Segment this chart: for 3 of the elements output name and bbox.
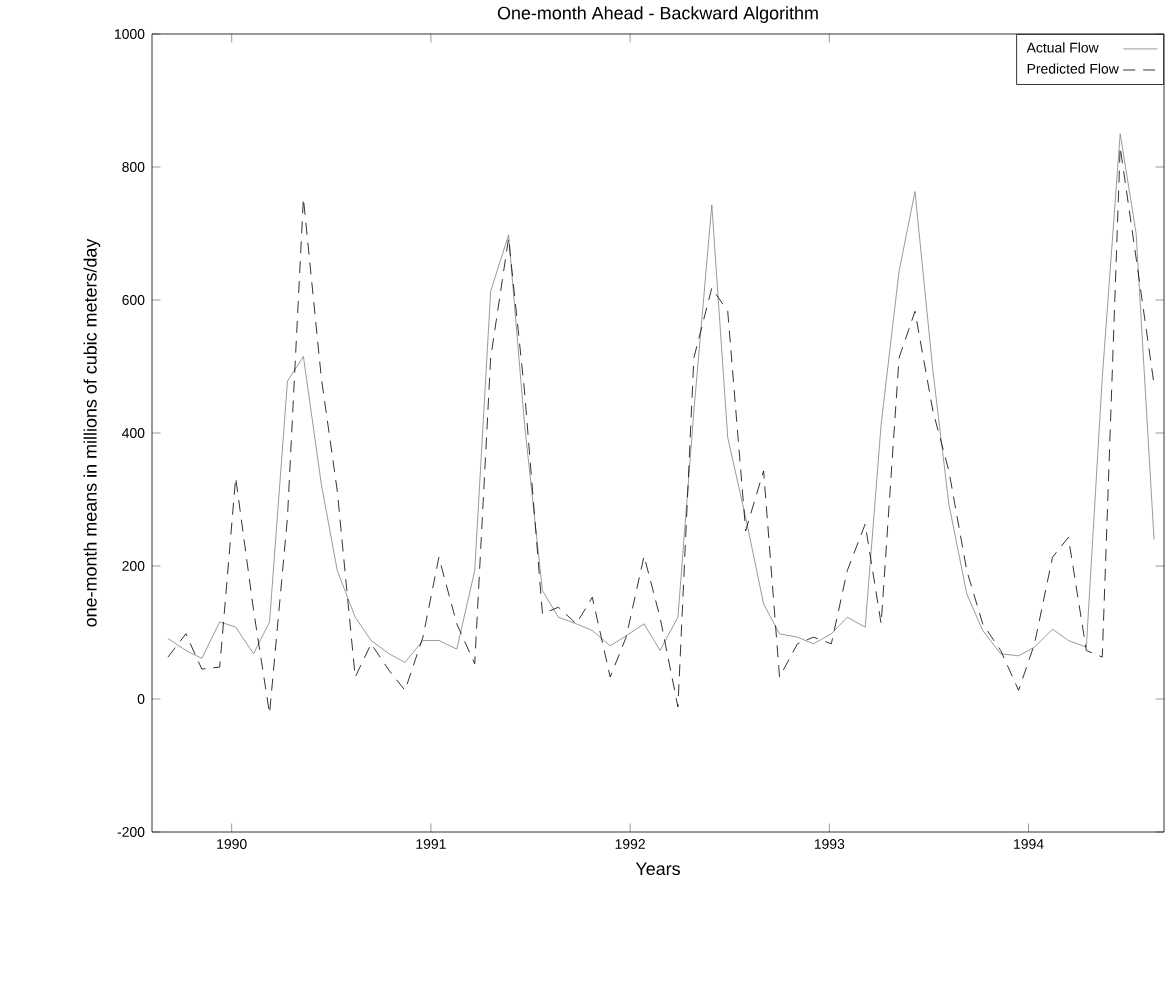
chart-title: One-month Ahead - Backward Algorithm xyxy=(497,6,818,23)
x-axis-title: Years xyxy=(635,862,680,876)
y-axis-title: one-month means in millions of cubic meters/day xyxy=(83,238,101,627)
